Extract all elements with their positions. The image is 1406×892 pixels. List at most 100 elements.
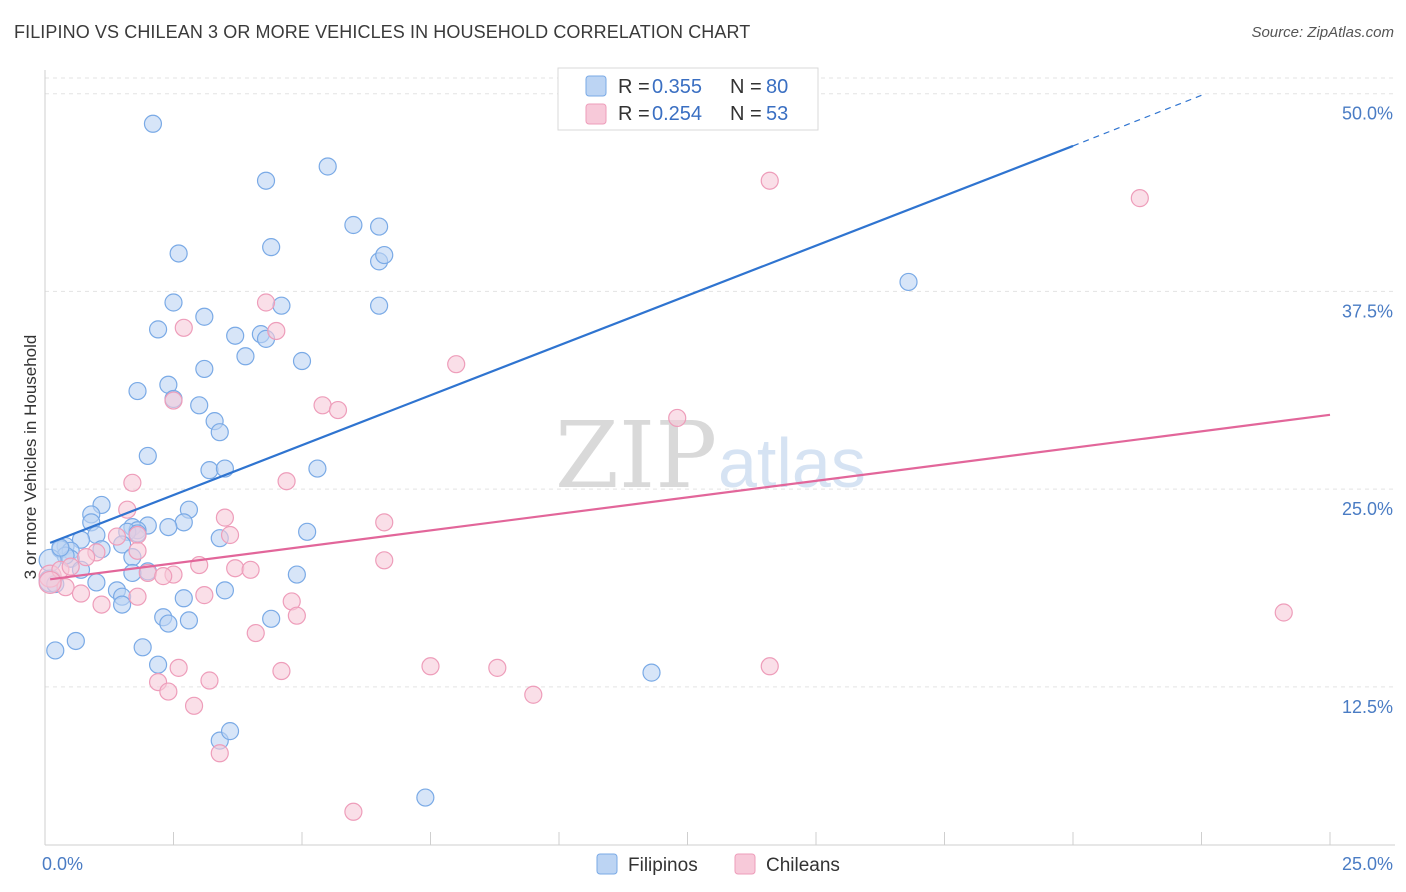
- x-tick-labels: 0.0% 25.0%: [42, 854, 1393, 874]
- chileans-point-33: [92, 595, 111, 614]
- chileans-point-48: [344, 802, 363, 821]
- source-label: Source: ZipAtlas.com: [1251, 24, 1394, 41]
- filipinos-point-6: [169, 244, 188, 263]
- chileans-point-52: [154, 567, 173, 586]
- chileans-point-10: [123, 473, 142, 492]
- chileans-point-22: [226, 559, 245, 578]
- filipinos-point-11: [272, 296, 291, 315]
- chileans-point-1: [1130, 189, 1149, 208]
- chileans-point-40: [488, 658, 507, 677]
- filipinos-point-28: [200, 461, 219, 480]
- filipinos-point-74: [220, 722, 240, 741]
- chileans-point-46: [184, 696, 204, 715]
- chileans-swatch: [585, 103, 607, 125]
- chileans-point-23: [241, 560, 260, 579]
- stats-legend: R = 0.355 N = 80 R = 0.254 N = 53: [557, 67, 819, 131]
- filipinos-point-10: [370, 296, 389, 315]
- filipinos-point-5: [262, 238, 281, 257]
- filipinos-point-19: [195, 359, 214, 379]
- filipinos-point-35: [174, 513, 193, 532]
- chileans-point-18: [128, 541, 147, 560]
- filipinos-point-55: [287, 565, 306, 584]
- chileans-point-51: [107, 527, 127, 546]
- filipinos-point-72: [642, 663, 661, 682]
- chileans-point-45: [524, 685, 543, 704]
- chileans-point-35: [1274, 603, 1293, 622]
- chileans-point-41: [760, 657, 779, 676]
- filipinos-point-3: [344, 215, 363, 235]
- filipinos-point-0: [143, 114, 163, 133]
- y-tick-labels: 12.5% 25.0% 37.5% 50.0%: [1342, 104, 1393, 717]
- chileans-point-31: [195, 586, 214, 605]
- chileans-point-11: [277, 472, 296, 491]
- filipinos-point-71: [148, 655, 168, 674]
- chileans-point-13: [215, 508, 234, 527]
- chileans-n-label: N =: [730, 103, 762, 125]
- legend-filipinos-swatch: [596, 853, 618, 875]
- filipinos-point-8: [375, 245, 394, 265]
- filipinos-n-label: N =: [730, 76, 762, 98]
- chileans-point-34: [287, 606, 306, 625]
- y-tick-label-2: 37.5%: [1342, 301, 1393, 321]
- chileans-point-20: [375, 551, 394, 570]
- x-ticks: [44, 832, 1331, 845]
- chileans-point-19: [77, 548, 96, 567]
- chileans-trendline: [49, 413, 1331, 581]
- chart-title: FILIPINO VS CHILEAN 3 OR MORE VEHICLES I…: [14, 22, 751, 42]
- filipinos-point-9: [164, 293, 183, 312]
- filipinos-point-66: [179, 611, 199, 630]
- filipinos-point-17: [236, 347, 255, 366]
- trendlines: [49, 94, 1331, 581]
- filipinos-point-64: [262, 609, 281, 628]
- filipinos-point-70: [46, 641, 65, 660]
- filipinos-point-21: [128, 381, 147, 401]
- filipinos-point-13: [148, 320, 168, 339]
- chileans-point-17: [128, 525, 147, 545]
- chileans-point-9: [668, 408, 687, 428]
- filipinos-point-24: [899, 272, 918, 292]
- filipinos-point-23: [190, 396, 209, 415]
- chileans-point-8: [328, 400, 348, 420]
- chileans-point-39: [421, 657, 440, 676]
- y-axis-label: 3 or more Vehicles in Household: [21, 335, 40, 580]
- filipinos-point-60: [215, 581, 234, 600]
- chileans-point-5: [447, 355, 466, 374]
- filipinos-swatch: [585, 75, 607, 97]
- chileans-point-7: [313, 396, 332, 415]
- axes: [44, 70, 1395, 846]
- chileans-point-29: [71, 584, 91, 603]
- filipinos-point-75: [416, 788, 435, 807]
- x-tick-label-0: 0.0%: [42, 854, 83, 874]
- watermark-zip: ZIP: [555, 402, 717, 509]
- filipinos-trendline: [49, 144, 1074, 544]
- filipinos-point-43: [298, 522, 317, 541]
- filipinos-point-69: [133, 638, 152, 657]
- filipinos-point-2: [256, 171, 276, 190]
- filipinos-point-30: [308, 459, 327, 478]
- filipinos-point-26: [210, 423, 229, 442]
- y-tick-label-0: 12.5%: [1342, 697, 1393, 717]
- filipinos-r-value: 0.355: [652, 76, 702, 98]
- chileans-point-38: [272, 661, 291, 681]
- legend-filipinos-label: Filipinos: [628, 855, 698, 876]
- y-tick-label-1: 25.0%: [1342, 499, 1393, 519]
- chileans-point-15: [220, 525, 240, 545]
- filipinos-point-1: [318, 157, 337, 176]
- filipinos-point-14: [226, 326, 245, 345]
- filipinos-point-12: [195, 307, 214, 326]
- filipinos-point-58: [87, 573, 106, 592]
- chileans-point-14: [375, 513, 394, 532]
- x-tick-label-1: 25.0%: [1342, 854, 1393, 874]
- chileans-point-44: [159, 682, 178, 701]
- filipinos-point-4: [370, 217, 389, 236]
- chileans-point-36: [246, 623, 265, 643]
- filipinos-point-63: [112, 595, 132, 614]
- chileans-point-50: [61, 557, 80, 576]
- filipinos-trendline-extension: [1072, 94, 1202, 147]
- series-legend: Filipinos Chileans: [596, 853, 840, 876]
- chileans-points: [38, 171, 1293, 821]
- filipinos-point-18: [292, 351, 312, 371]
- filipinos-point-68: [66, 631, 85, 651]
- filipinos-r-label: R =: [618, 76, 650, 98]
